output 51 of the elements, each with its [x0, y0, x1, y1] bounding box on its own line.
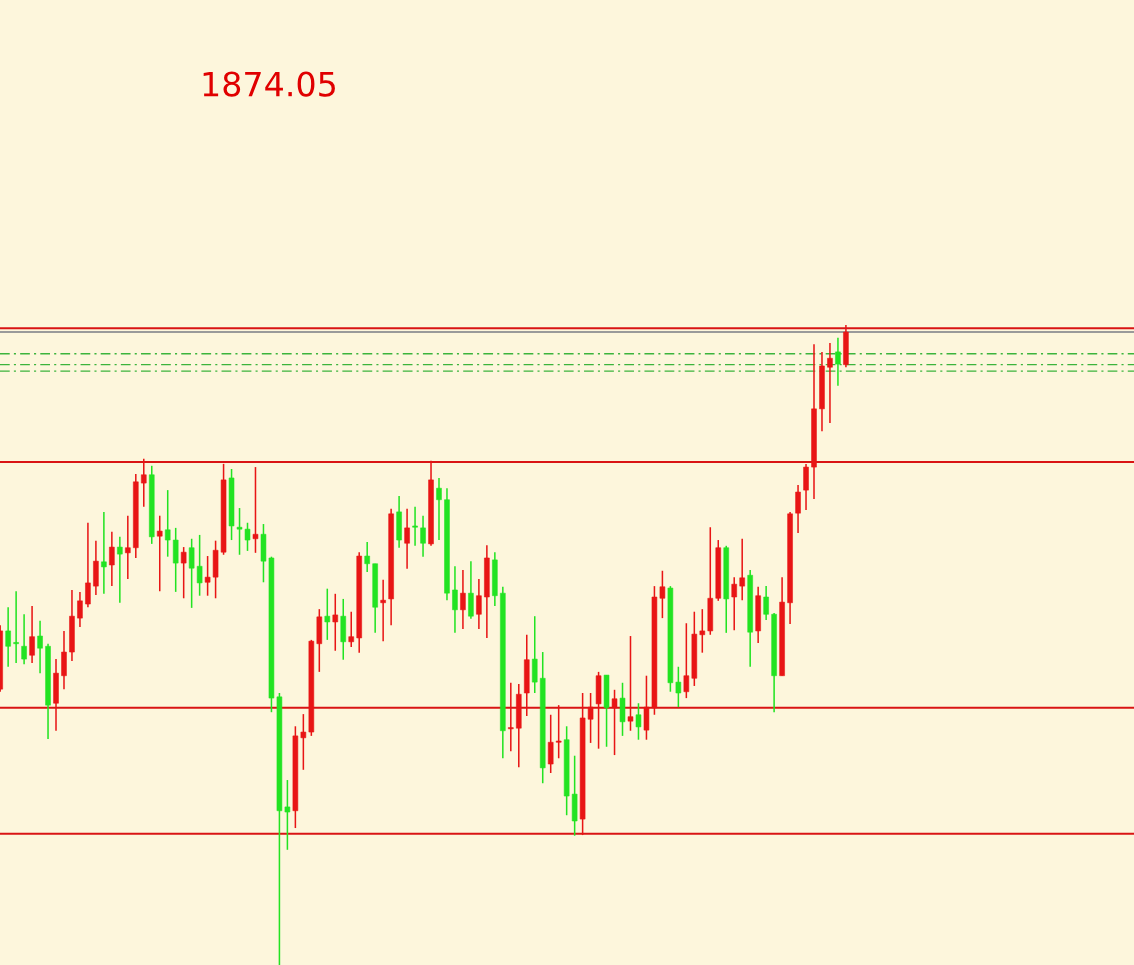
candlestick [85, 521, 91, 609]
candlestick [635, 702, 642, 741]
candlestick [468, 560, 474, 620]
candlestick [380, 578, 386, 642]
candlestick [436, 477, 442, 541]
candlestick [555, 704, 562, 760]
candlestick [404, 507, 410, 570]
candlestick [476, 578, 482, 630]
candlestick [180, 546, 187, 600]
candlestick [795, 484, 801, 534]
candlestick [683, 622, 690, 699]
candlestick [61, 630, 67, 690]
candlestick [125, 514, 131, 580]
candlestick [827, 342, 833, 424]
candlestick [252, 466, 259, 554]
candlestick [547, 713, 554, 774]
candlestick [101, 511, 107, 595]
candlestick [164, 489, 171, 558]
chart-title: 1874.05 [203, 71, 335, 97]
candlestick [364, 541, 370, 573]
candlestick [156, 514, 163, 593]
candlestick [141, 457, 147, 508]
candlestick [37, 619, 43, 674]
candlestick [531, 615, 538, 694]
candlestick [412, 505, 418, 547]
candlestick [627, 635, 634, 732]
candlestick [324, 587, 331, 641]
candlestick [460, 569, 466, 630]
candlestick [332, 593, 339, 652]
candlestick [188, 537, 195, 609]
candlestick [77, 591, 83, 628]
candlestick [699, 608, 706, 654]
candlestick [731, 576, 737, 632]
candlestick [109, 530, 115, 587]
candlestick [13, 590, 19, 664]
candlestick [611, 689, 618, 756]
candlestick [348, 610, 354, 648]
candlestick [420, 514, 426, 558]
candlestick [835, 337, 841, 387]
candlestick [117, 536, 123, 604]
candlestick [739, 537, 745, 601]
candlestick [5, 606, 11, 668]
candlestick [21, 613, 27, 665]
candlestick [29, 605, 35, 664]
candlestick [803, 463, 809, 511]
candlestick [452, 565, 458, 634]
candlestick [763, 585, 769, 621]
candlestick [172, 527, 179, 593]
candlestick [508, 681, 514, 753]
candlestick [619, 681, 626, 737]
candlestick [196, 534, 203, 597]
